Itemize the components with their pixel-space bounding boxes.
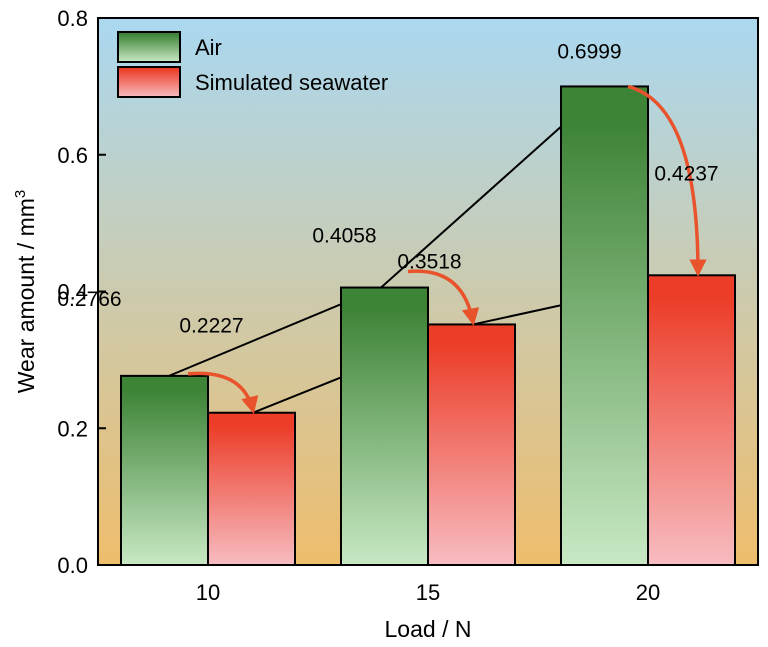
y-tick-label-0.8: 0.8 xyxy=(57,6,88,31)
legend-swatch-air xyxy=(117,31,181,63)
arrow-decrease-20 xyxy=(627,84,707,277)
bar-air-15 xyxy=(340,286,429,566)
label-seawater-15: 0.3518 xyxy=(397,250,461,273)
legend-swatch-seawater xyxy=(117,66,181,98)
legend: Air Simulated seawater xyxy=(117,31,388,98)
bar-seawater-20 xyxy=(647,274,736,566)
x-axis: 10 15 20 xyxy=(196,557,660,605)
x-tick-label-10: 10 xyxy=(196,580,220,605)
legend-label-air: Air xyxy=(195,35,222,60)
legend-label-seawater: Simulated seawater xyxy=(195,70,388,95)
x-axis-title: Load / N xyxy=(385,616,472,642)
bar-air-20 xyxy=(560,85,649,566)
label-air-15: 0.4058 xyxy=(312,225,376,248)
bars-group xyxy=(120,85,736,566)
bar-seawater-10 xyxy=(207,411,296,566)
x-tick-label-20: 20 xyxy=(636,580,660,605)
label-air-10: 0.2766 xyxy=(57,288,121,311)
y-axis-title-superscript: 3 xyxy=(12,190,29,198)
label-air-20: 0.6999 xyxy=(557,40,621,63)
data-labels: 0.2766 0.4058 0.6999 0.2227 0.3518 0.4237 xyxy=(57,40,718,337)
bar-seawater-15 xyxy=(427,323,516,566)
label-seawater-10: 0.2227 xyxy=(179,315,243,338)
label-seawater-20: 0.4237 xyxy=(654,162,718,185)
y-tick-label-0.6: 0.6 xyxy=(57,143,88,168)
y-tick-label-0.4: 0.4 xyxy=(57,280,88,305)
y-axis-title: Wear amount / mm3 xyxy=(12,190,39,393)
y-axis: 0.0 0.2 0.4 0.6 0.8 xyxy=(57,6,106,578)
bar-air-10 xyxy=(120,374,209,566)
y-tick-label-0.0: 0.0 xyxy=(57,553,88,578)
arrow-decrease-15 xyxy=(407,269,480,326)
change-arrows xyxy=(187,84,707,415)
arrow-decrease-10 xyxy=(187,371,259,415)
y-tick-label-0.2: 0.2 xyxy=(57,416,88,441)
x-tick-label-15: 15 xyxy=(416,580,440,605)
y-axis-title-main: Wear amount / mm xyxy=(13,198,39,393)
